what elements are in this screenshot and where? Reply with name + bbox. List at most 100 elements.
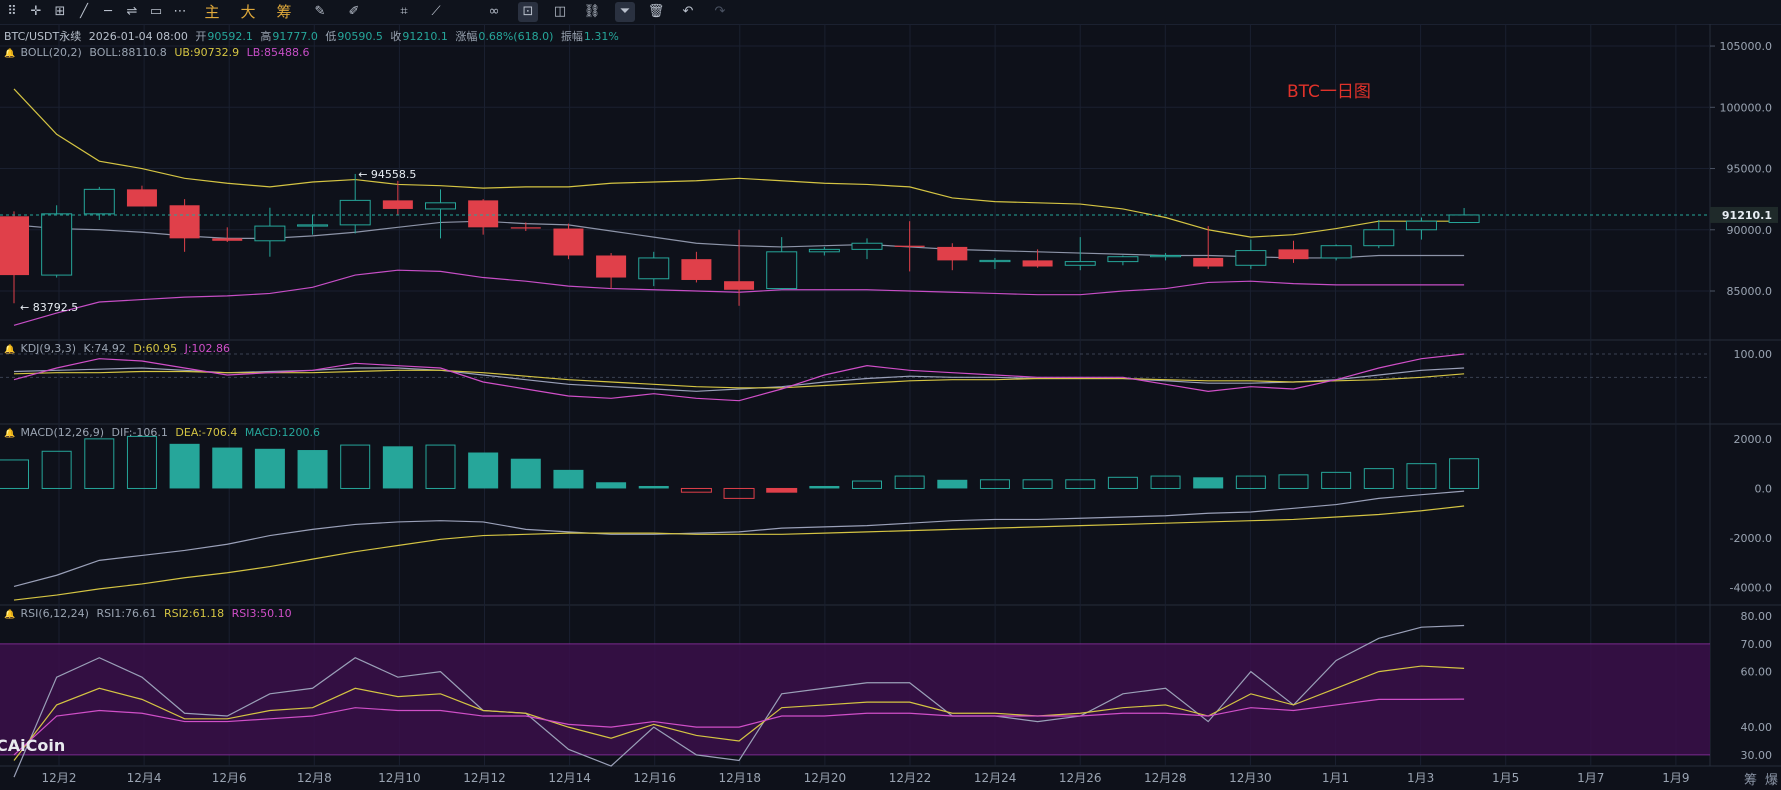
rsi2-value: RSI2:61.18 xyxy=(164,607,225,620)
x-tick-label: 1月5 xyxy=(1492,771,1519,785)
bell-icon[interactable]: 🔔 xyxy=(4,429,16,439)
candle-body xyxy=(41,213,73,276)
close-label: 收 xyxy=(390,30,402,43)
magnet-icon[interactable]: ∞ xyxy=(488,4,500,19)
link-icon[interactable]: ⛓ xyxy=(583,4,601,19)
liquidation-toggle[interactable]: 爆 xyxy=(1765,773,1779,788)
line-icon[interactable]: ╱ xyxy=(80,4,88,19)
x-tick-label: 1月7 xyxy=(1577,771,1604,785)
y-tick-label: 100000.0 xyxy=(1720,101,1773,114)
undo-icon[interactable]: ↶ xyxy=(682,4,694,19)
macd-dea-line xyxy=(13,505,1465,601)
candle-body xyxy=(1320,245,1352,259)
big-indicator-button[interactable]: 大 xyxy=(240,3,256,21)
macd-bar xyxy=(169,443,200,489)
rsi-legend: 🔔 RSI(6,12,24) RSI1:76.61 RSI2:61.18 RSI… xyxy=(4,607,296,620)
chart-canvas[interactable]: 12月2 12月4 12月6 12月8 12月10 12月12 12月14 12月16 12月1… xyxy=(0,24,1781,790)
macd-bar xyxy=(0,459,29,489)
grid-icon[interactable]: ⠿ xyxy=(7,4,17,19)
macd-bar xyxy=(1321,471,1352,489)
open-label: 开 xyxy=(195,30,207,43)
candle-body xyxy=(382,200,413,209)
candle-body xyxy=(1235,250,1267,266)
bell-icon[interactable]: 🔔 xyxy=(4,610,16,620)
x-tick-label: 12月24 xyxy=(974,771,1017,785)
amp-value: 1.31% xyxy=(583,30,619,43)
candle-body xyxy=(468,200,499,228)
candle-body xyxy=(254,225,286,242)
dots-icon[interactable]: ⋯ xyxy=(173,4,187,19)
macd-axis-label: 2000.0 xyxy=(1734,433,1773,446)
trash-icon[interactable]: 🗑 xyxy=(647,4,665,19)
boll-ub-line xyxy=(13,88,1465,238)
measure-icon[interactable]: ⟋ xyxy=(431,4,441,19)
y-tick-label: 95000.0 xyxy=(1727,163,1773,176)
macd-bar xyxy=(1065,479,1096,489)
rsi-axis-label: 70.00 xyxy=(1741,638,1773,651)
candle-body xyxy=(297,224,329,227)
ray-icon[interactable]: ⇌ xyxy=(126,4,138,19)
macd-axis-label: -2000.0 xyxy=(1730,532,1772,545)
text-icon[interactable]: ⊞ xyxy=(54,4,66,19)
candle-body xyxy=(1150,254,1182,258)
hline-icon[interactable]: ─ xyxy=(104,4,112,19)
macd-bar xyxy=(1235,475,1266,489)
watermark-text: AiCoin xyxy=(7,736,66,755)
lock-icon[interactable]: ⊡ xyxy=(518,2,538,22)
macd-bar xyxy=(126,435,157,489)
amp-label: 振幅 xyxy=(560,30,583,43)
x-tick-label: 12月6 xyxy=(212,771,247,785)
bottom-right-controls: 筹爆 xyxy=(1744,769,1778,788)
main-indicator-button[interactable]: 主 xyxy=(204,3,220,21)
filter-icon[interactable]: ⏷ xyxy=(615,2,635,22)
candle-body xyxy=(937,246,968,261)
candle-body xyxy=(1107,256,1139,263)
macd-bar xyxy=(1363,468,1394,489)
kdj-name: KDJ(9,3,3) xyxy=(20,342,77,355)
candle-body xyxy=(1022,260,1053,267)
boll-ub: UB:90732.9 xyxy=(174,46,240,59)
macd-bar xyxy=(468,452,499,489)
rect-icon[interactable]: ▭ xyxy=(149,4,163,19)
datetime-label: 2026-01-04 08:00 xyxy=(88,30,188,43)
chart-annotation[interactable]: BTC一日图 xyxy=(1287,82,1371,102)
bell-icon[interactable]: 🔔 xyxy=(4,49,16,59)
x-tick-label: 12月4 xyxy=(127,771,162,785)
candle-body xyxy=(766,251,798,290)
crosshair-icon[interactable]: ✛ xyxy=(30,4,42,19)
macd-bar xyxy=(1107,476,1138,489)
rsi-axis-label: 80.00 xyxy=(1741,610,1773,623)
candle-body xyxy=(553,228,584,256)
x-tick-label: 12月28 xyxy=(1144,771,1187,785)
low-value: 90590.5 xyxy=(337,30,383,43)
pattern-icon[interactable]: ⌗ xyxy=(400,4,408,19)
candle-body xyxy=(1448,214,1480,224)
macd-dif: DIF:-106.1 xyxy=(111,426,168,439)
rsi-axis-label: 30.00 xyxy=(1741,749,1773,762)
draw-icon[interactable]: ✎ xyxy=(314,4,326,19)
macd-bar xyxy=(425,444,456,489)
redo-icon[interactable]: ↷ xyxy=(714,4,726,19)
candle-body xyxy=(1405,220,1437,231)
candle-body xyxy=(681,259,712,280)
macd-bar xyxy=(680,487,712,493)
macd-bar xyxy=(553,469,584,489)
macd-bar xyxy=(1278,474,1309,489)
kdj-k-line xyxy=(13,367,1465,392)
x-tick-label: 1月3 xyxy=(1407,771,1434,785)
brush-icon[interactable]: ✐ xyxy=(348,4,360,19)
open-value: 90592.1 xyxy=(207,30,253,43)
eye-icon[interactable]: ◫ xyxy=(553,4,567,19)
macd-bar xyxy=(1449,458,1480,489)
macd-bar xyxy=(1193,477,1224,489)
bell-icon[interactable]: 🔔 xyxy=(4,345,16,355)
current-price-tag-bg xyxy=(1710,206,1778,223)
high-label: 高 xyxy=(260,30,272,43)
x-tick-label: 12月10 xyxy=(378,771,421,785)
chip-indicator-button[interactable]: 筹 xyxy=(276,3,292,21)
chip-toggle[interactable]: 筹 xyxy=(1744,773,1758,788)
macd-bar xyxy=(723,487,755,499)
candle-body xyxy=(851,242,883,250)
macd-axis-label: -4000.0 xyxy=(1730,582,1772,595)
close-value: 91210.1 xyxy=(402,30,448,43)
